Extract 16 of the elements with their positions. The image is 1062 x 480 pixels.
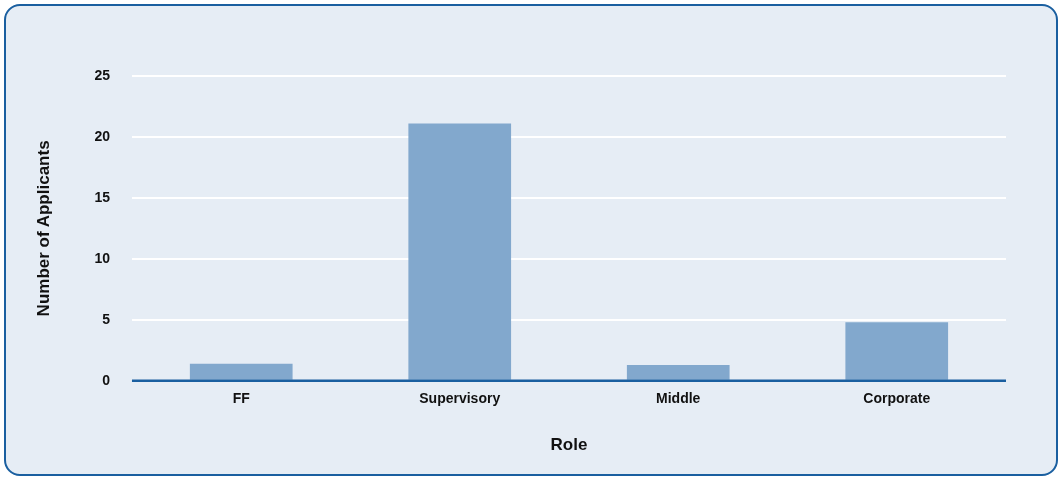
y-tick-label: 25 <box>94 66 111 83</box>
x-tick-label: Middle <box>656 390 701 407</box>
bar <box>845 322 949 380</box>
bar <box>189 363 293 380</box>
x-tick-label: Corporate <box>863 390 931 407</box>
y-tick-label: 20 <box>94 127 111 144</box>
y-axis-title: Number of Applicants <box>33 140 53 317</box>
x-tick-label: Supervisory <box>419 390 501 407</box>
y-tick-label: 15 <box>94 188 111 205</box>
y-tick-label: 0 <box>102 371 111 388</box>
x-tick-label: FF <box>232 390 251 407</box>
bar <box>408 123 512 380</box>
bar <box>626 364 730 380</box>
x-axis-title: Role <box>550 435 588 455</box>
y-tick-label: 5 <box>102 310 111 327</box>
y-tick-label: 10 <box>94 249 111 266</box>
